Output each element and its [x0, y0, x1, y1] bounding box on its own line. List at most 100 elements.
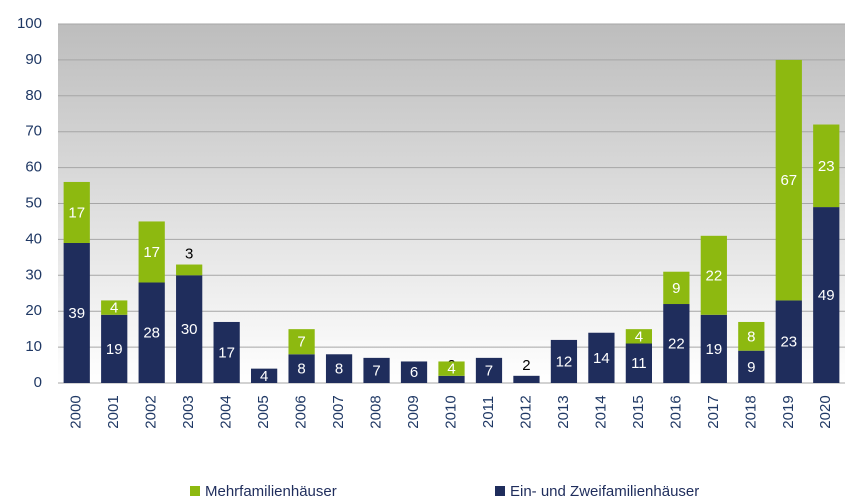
bar-segment: [138, 221, 165, 283]
x-tick-label: 2011: [480, 396, 497, 428]
bar-segment: [663, 304, 690, 383]
bar-value-label: 9: [672, 280, 680, 297]
bar-value-label: 6: [410, 364, 418, 381]
bar-segment: [513, 375, 540, 383]
bar-value-label: 11: [631, 355, 647, 372]
bar-value-label: 4: [260, 368, 268, 385]
x-tick-label: 2007: [330, 395, 347, 428]
x-tick-label: 2014: [592, 395, 609, 428]
y-tick-label: 100: [17, 15, 42, 32]
bar-value-label: 23: [780, 334, 797, 351]
bar-value-label: 8: [335, 361, 343, 378]
x-tick-label: 2000: [68, 395, 85, 428]
y-tick-label: 30: [25, 266, 42, 283]
bar-value-label: 3: [185, 245, 193, 262]
x-tick-label: 2019: [780, 395, 797, 428]
bar-segment: [101, 314, 128, 383]
bar-value-label: 23: [818, 158, 835, 175]
bar-value-label: 9: [747, 359, 755, 376]
x-tick-label: 2015: [630, 395, 647, 428]
legend-label: Ein- und Zweifamilienhäuser: [510, 483, 699, 500]
bar-value-label: 67: [780, 172, 797, 189]
bar-value-label: 22: [668, 335, 685, 352]
bar-value-label: 7: [372, 362, 380, 379]
bar-segment: [213, 321, 240, 383]
bar-segment: [138, 282, 165, 383]
bar-segment: [663, 271, 690, 305]
legend-label: Mehrfamilienhäuser: [205, 483, 337, 500]
bar-segment: [738, 321, 765, 351]
x-tick-label: 2020: [817, 395, 834, 428]
bar-value-label: 22: [705, 267, 722, 284]
bar-value-label: 17: [143, 244, 160, 261]
y-tick-label: 40: [25, 230, 42, 247]
bar-segment: [325, 354, 353, 383]
bar-value-label: 12: [556, 353, 573, 370]
bar-value-label: 8: [297, 361, 305, 378]
bar-segment: [438, 375, 465, 383]
bar-segment: [176, 264, 203, 276]
y-tick-label: 60: [25, 159, 42, 176]
bar-segment: [813, 207, 840, 383]
bar-value-label: 49: [818, 287, 835, 304]
x-tick-label: 2018: [742, 395, 759, 428]
bar-value-label: 14: [593, 350, 610, 367]
bar-value-label: 4: [447, 361, 455, 378]
x-tick-label: 2009: [405, 395, 422, 428]
bar-segment: [288, 354, 315, 383]
y-tick-label: 50: [25, 194, 42, 211]
bar-segment: [176, 275, 203, 383]
y-tick-label: 80: [25, 87, 42, 104]
bar-value-label: 39: [68, 305, 85, 322]
y-tick-label: 0: [34, 374, 42, 391]
x-tick-label: 2003: [180, 395, 197, 428]
bar-segment: [438, 361, 465, 376]
bar-segment: [813, 124, 840, 208]
bar-segment: [700, 314, 727, 383]
bar-segment: [738, 350, 765, 383]
bar-segment: [775, 59, 802, 301]
x-tick-label: 2013: [555, 395, 572, 428]
legend-swatch: [495, 486, 505, 496]
bar-value-label: 2: [522, 357, 530, 374]
bar-value-label: 8: [747, 328, 755, 345]
bar-segment: [775, 300, 802, 383]
bar-segment: [63, 242, 90, 383]
x-tick-label: 2016: [667, 395, 684, 428]
bar-segment: [588, 332, 615, 383]
bar-segment: [550, 339, 578, 383]
bar-value-label: 17: [68, 204, 85, 221]
bar-value-label: 7: [485, 362, 493, 379]
y-tick-label: 70: [25, 123, 42, 140]
bar-value-label: 4: [110, 300, 118, 317]
x-tick-label: 2012: [517, 395, 534, 428]
x-tick-label: 2017: [705, 395, 722, 428]
bar-segment: [63, 181, 90, 243]
bar-value-label: 30: [181, 321, 198, 338]
bar-value-label: 19: [705, 341, 722, 358]
bar-segment: [101, 300, 128, 315]
x-tick-label: 2001: [105, 395, 122, 428]
bar-segment: [625, 343, 652, 383]
legend-swatch: [190, 486, 200, 496]
bar-segment: [251, 368, 278, 383]
bar-value-label: 28: [143, 325, 160, 342]
x-tick-label: 2006: [293, 395, 310, 428]
x-tick-label: 2010: [442, 395, 459, 428]
y-tick-label: 10: [25, 338, 42, 355]
x-tick-label: 2002: [143, 395, 160, 428]
bar-value-label: 4: [635, 328, 643, 345]
bar-segment: [288, 329, 315, 355]
x-tick-label: 2005: [255, 395, 272, 428]
bar-segment: [475, 357, 503, 383]
bar-segment: [363, 357, 390, 383]
bar-segment: [625, 329, 652, 344]
bar-segment: [400, 361, 428, 383]
bar-value-label: 19: [106, 341, 123, 358]
x-tick-label: 2004: [218, 395, 235, 428]
x-tick-label: 2008: [368, 395, 385, 428]
bar-value-label: 17: [218, 344, 235, 361]
y-tick-label: 90: [25, 51, 42, 68]
bar-value-label: 7: [297, 334, 305, 351]
